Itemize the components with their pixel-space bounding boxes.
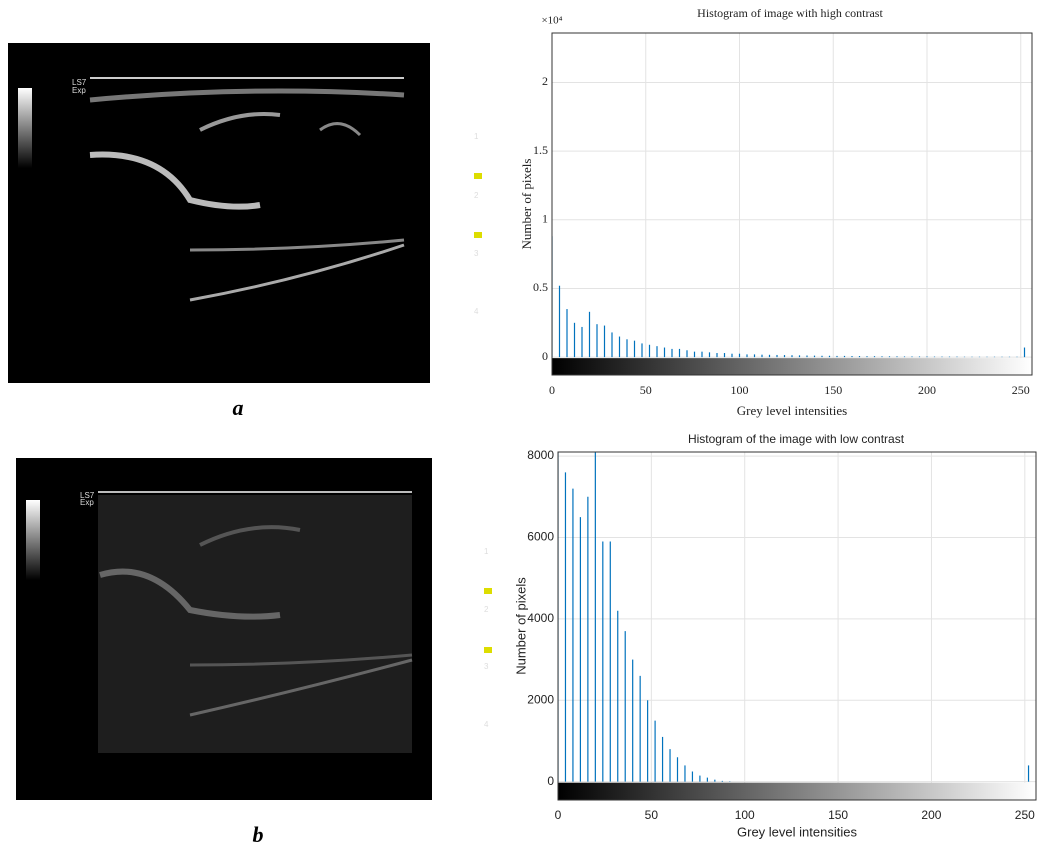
- y-tick-label: 0.5: [533, 280, 548, 294]
- depth-label: 3: [474, 249, 479, 258]
- depth-label: 3: [484, 662, 489, 671]
- depth-label: 2: [474, 191, 479, 200]
- x-tick-label: 50: [640, 383, 652, 397]
- probe-label: LS7: [80, 491, 95, 500]
- depth-label: 4: [484, 720, 489, 729]
- ultrasound-b: LS7 Exp 1 2 3 4: [16, 458, 492, 800]
- plot-area: [552, 33, 1032, 375]
- colorbar: [552, 358, 1032, 375]
- y-axis-label: Number of pixels: [513, 577, 528, 675]
- x-tick-label: 150: [828, 808, 848, 822]
- x-axis-label: Grey level intensities: [737, 403, 847, 418]
- x-tick-label: 0: [555, 808, 562, 822]
- y-tick-label: 0: [542, 349, 548, 363]
- plot-area: [558, 452, 1036, 800]
- ultrasound-a: LS7 Exp 1 2 3 4: [8, 43, 482, 383]
- mode-label: Exp: [80, 498, 94, 507]
- x-tick-label: 150: [824, 383, 842, 397]
- depth-label: 2: [484, 605, 489, 614]
- y-tick-label: 1: [542, 212, 548, 226]
- depth-label: 1: [474, 132, 479, 141]
- probe-label: LS7: [72, 78, 87, 87]
- y-tick-label: 6000: [527, 530, 554, 544]
- y-tick-label: 2: [542, 74, 548, 88]
- chart-title: Histogram of the image with low contrast: [688, 432, 905, 446]
- y-axis-label: Number of pixels: [519, 159, 534, 250]
- x-tick-label: 50: [645, 808, 659, 822]
- depth-label: 4: [474, 307, 479, 316]
- y-tick-label: 8000: [527, 448, 554, 462]
- y-tick-label: 4000: [527, 611, 554, 625]
- caption: b: [253, 822, 264, 847]
- x-tick-label: 100: [731, 383, 749, 397]
- y-multiplier: ×10⁴: [541, 15, 562, 27]
- x-tick-label: 200: [921, 808, 941, 822]
- histogram-low: 0 50 100 150 200 250 0 2000 4000 6000 8000 Histogra…: [513, 432, 1037, 839]
- x-axis-label: Grey level intensities: [737, 824, 857, 839]
- x-tick-label: 0: [549, 383, 555, 397]
- caption: a: [233, 395, 244, 420]
- axes-box: [557, 451, 1037, 801]
- x-tick-label: 250: [1015, 808, 1035, 822]
- mode-label: Exp: [72, 86, 86, 95]
- histogram-high: 0 50 100 150 200 250 0 0.5 1 1.5 2 Histogram of ima…: [519, 6, 1033, 418]
- y-tick-label: 2000: [527, 692, 554, 706]
- depth-label: 1: [484, 547, 489, 556]
- x-tick-label: 100: [735, 808, 755, 822]
- y-tick-label: 0: [547, 774, 554, 788]
- chart-title: Histogram of image with high contrast: [697, 6, 883, 20]
- y-tick-label: 1.5: [533, 143, 548, 157]
- colorbar: [558, 782, 1036, 800]
- axes-box: [551, 32, 1033, 376]
- x-tick-label: 250: [1012, 383, 1030, 397]
- x-tick-label: 200: [918, 383, 936, 397]
